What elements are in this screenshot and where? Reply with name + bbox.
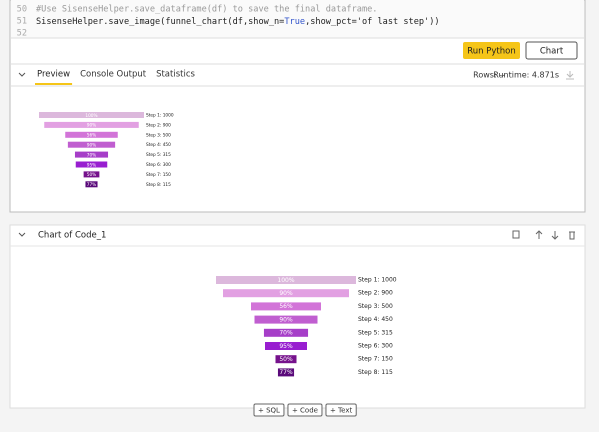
active-tab-underline [35,83,73,85]
pct-label: 70% [87,152,97,158]
delete-icon[interactable] [569,231,575,240]
add-button-label[interactable]: + SQL [258,407,280,415]
step-label: Step 4: 450 [358,316,393,323]
code-token: SisenseHelper.save_image(funnel_chart(df… [36,17,284,27]
funnel-bar [223,289,349,298]
pct-label: 100% [85,113,97,119]
copy-icon[interactable] [512,230,520,239]
funnel-bar [67,141,116,148]
funnel-bar [263,328,309,337]
code-token: ,show_pct='of last step')) [305,17,440,27]
move-down-icon[interactable] [551,231,559,240]
tab[interactable]: Statistics [156,70,195,80]
funnel-bar [251,302,321,311]
funnel-bar [83,171,100,178]
code-line: SisenseHelper.save_image(funnel_chart(df… [36,17,440,27]
pct-label: 70% [279,330,293,337]
pct-label: 90% [87,123,97,129]
step-label: Step 8: 115 [358,369,393,376]
funnel-chart: 100% Step 1: 1000 90% Step 2: 900 56% Step 3:… [216,276,397,377]
step-label: Step 7: 150 [358,356,393,363]
add-button[interactable] [325,403,357,417]
funnel-bar [44,121,139,128]
pct-label: 95% [279,343,293,350]
add-button[interactable] [287,403,323,417]
funnel-bar [254,315,318,324]
step-label: Step 1: 1000 [358,277,397,284]
chart-cell-title: Chart of Code_1 [38,231,106,241]
step-label: Step 4: 450 [146,142,171,148]
step-label: Step 5: 315 [146,152,171,158]
funnel-bar [277,368,295,377]
funnel-bar [39,112,144,118]
add-button-label[interactable]: + Code [292,407,318,415]
rows-stat: Rows: -- [473,71,505,80]
pct-label: 90% [279,316,293,323]
funnel-bar [75,161,108,168]
line-number: 51 [17,17,27,27]
collapse-icon[interactable] [18,72,26,77]
code-token: True [284,17,305,27]
funnel-bar [265,342,307,350]
pct-label: 77% [279,369,293,376]
add-button-label[interactable]: + Text [330,407,353,415]
step-label: Step 2: 900 [146,122,171,128]
step-label: Step 3: 500 [358,303,393,310]
step-label: Step 8: 115 [146,182,171,188]
run-button[interactable] [463,42,520,59]
pct-label: 50% [279,356,293,363]
funnel-bar [74,151,109,158]
step-label: Step 6: 300 [358,343,393,350]
chart-button-label[interactable]: Chart [540,47,564,57]
pct-label: 56% [87,133,97,139]
pct-label: 50% [87,172,97,178]
step-label: Step 1: 1000 [146,113,174,119]
pct-label: 95% [87,162,97,168]
line-number: 52 [17,29,27,39]
step-label: Step 6: 300 [146,162,171,168]
pct-label: 100% [277,277,294,284]
funnel-bar [216,276,356,284]
pct-label: 56% [279,303,293,310]
code-comment: #Use SisenseHelper.save_dataframe(df) to… [36,5,377,15]
add-button[interactable] [253,403,285,417]
step-label: Step 7: 150 [146,172,171,178]
add-cell-buttons: + SQL + Code + Text [253,403,357,417]
chart-button[interactable] [525,41,578,60]
download-icon[interactable] [566,71,574,80]
pct-label: 77% [87,182,97,188]
step-label: Step 2: 900 [358,290,393,297]
line-number: 50 [17,5,27,15]
tab[interactable]: Preview [37,70,70,80]
step-label: Step 3: 500 [146,132,171,138]
funnel-bar [275,355,297,364]
funnel-bar [85,181,98,188]
pct-label: 90% [87,143,97,149]
runtime-stat: Runtime: 4.871s [493,71,559,80]
run-button-label[interactable]: Run Python [467,47,515,57]
step-label: Step 5: 315 [358,329,393,336]
funnel-bar [65,131,118,138]
pct-label: 90% [279,290,293,297]
editor [11,0,584,38]
collapse-icon[interactable] [18,232,26,237]
tab[interactable]: Console Output [80,70,147,80]
preview-chart: 100% Step 1: 1000 90% Step 2: 900 56% Step 3:… [39,112,174,188]
move-up-icon[interactable] [535,230,543,239]
